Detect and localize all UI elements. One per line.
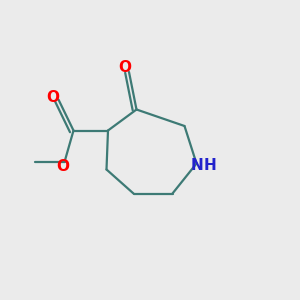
Text: O: O [46,90,59,105]
Text: O: O [56,159,69,174]
Text: N: N [190,158,203,172]
Text: H: H [204,158,216,172]
Text: O: O [118,60,131,75]
